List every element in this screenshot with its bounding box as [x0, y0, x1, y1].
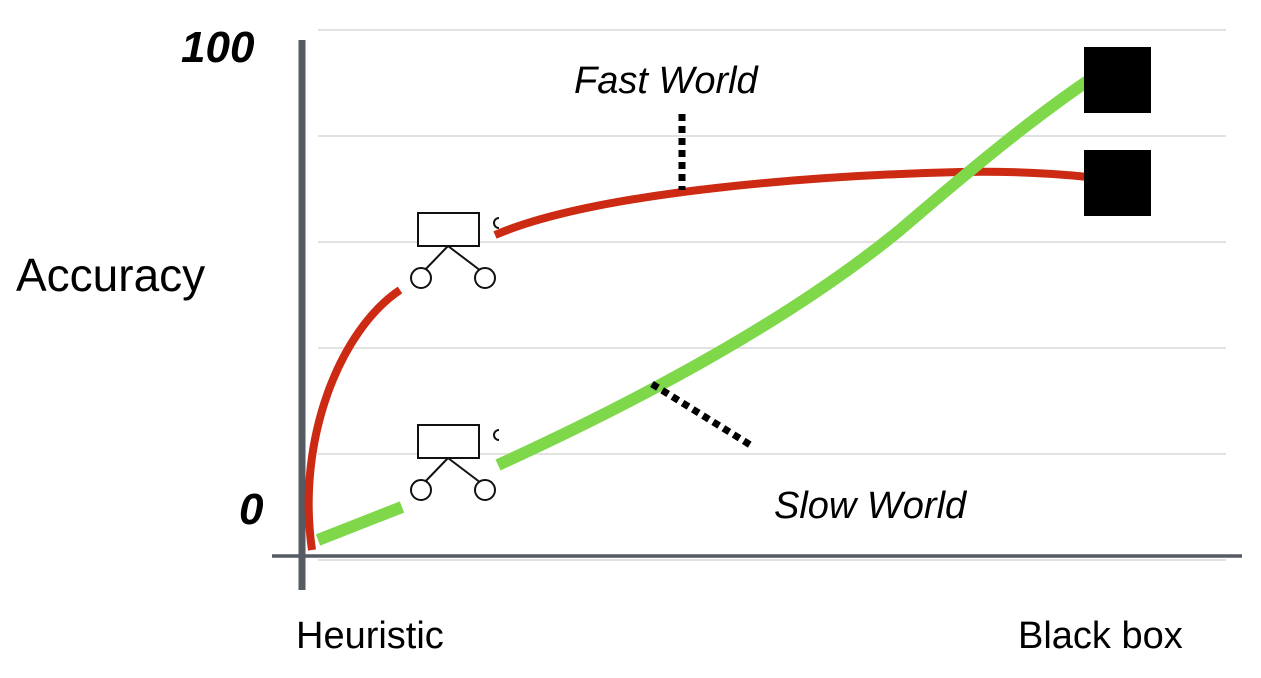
y-axis-max-label: 100: [181, 23, 255, 72]
decision-tree-icon: [410, 212, 500, 289]
slow-world-leader: [650, 381, 754, 449]
black-box-icon: [1084, 47, 1151, 113]
fast-world-label: Fast World: [574, 60, 758, 102]
x-axis-right-label: Black box: [1018, 615, 1183, 657]
y-axis-label: Accuracy: [16, 249, 206, 301]
slow-world-label: Slow World: [774, 485, 967, 527]
x-axis-left-label: Heuristic: [296, 615, 444, 657]
fast-world-curve: [304, 167, 1089, 551]
slow-world-curve: [315, 73, 1096, 546]
decision-tree-icon: [410, 424, 500, 501]
black-box-icon: [1084, 150, 1151, 216]
y-axis-min-label: 0: [239, 485, 264, 534]
